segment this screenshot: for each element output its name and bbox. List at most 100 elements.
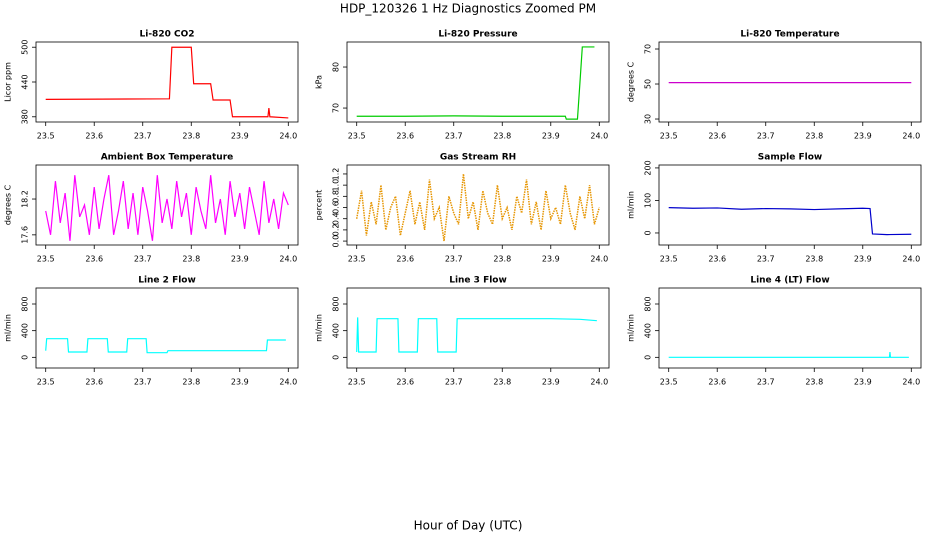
y-tick-label: 0.2 bbox=[332, 224, 341, 237]
x-tick-label: 23.8 bbox=[805, 378, 823, 387]
x-tick-label: 23.7 bbox=[445, 378, 463, 387]
x-tick-label: 24.0 bbox=[279, 255, 297, 264]
x-tick-label: 24.0 bbox=[902, 132, 920, 141]
y-tick-label: 400 bbox=[21, 323, 30, 338]
data-line bbox=[668, 351, 909, 358]
x-tick-label: 23.6 bbox=[708, 132, 726, 141]
x-tick-label: 23.8 bbox=[493, 378, 511, 387]
x-tick-label: 23.5 bbox=[348, 255, 366, 264]
y-axis-label: Licor ppm bbox=[4, 62, 13, 102]
data-line bbox=[356, 317, 597, 353]
data-line bbox=[356, 46, 595, 120]
y-tick-label: 800 bbox=[644, 296, 653, 311]
y-tick-label: 400 bbox=[644, 323, 653, 338]
x-tick-label: 23.6 bbox=[708, 255, 726, 264]
y-tick-label: 50 bbox=[644, 79, 653, 89]
x-tick-label: 23.8 bbox=[182, 132, 200, 141]
y-axis-label: ml/min bbox=[315, 314, 324, 342]
y-tick-label: 0.6 bbox=[332, 201, 341, 214]
y-axis-label: degrees C bbox=[627, 61, 636, 102]
panel-title: Line 3 Flow bbox=[449, 276, 507, 286]
y-tick-label: 0 bbox=[332, 355, 341, 360]
panel-title: Ambient Box Temperature bbox=[101, 153, 234, 163]
main-title: HDP_120326 1 Hz Diagnostics Zoomed PM bbox=[340, 2, 596, 16]
data-line bbox=[355, 173, 601, 242]
x-tick-label: 24.0 bbox=[590, 378, 608, 387]
x-tick-label: 23.5 bbox=[348, 378, 366, 387]
data-line bbox=[45, 46, 289, 119]
x-tick-label: 23.8 bbox=[805, 255, 823, 264]
x-tick-label: 23.9 bbox=[542, 132, 560, 141]
x-tick-label: 23.7 bbox=[445, 132, 463, 141]
x-tick-label: 23.8 bbox=[805, 132, 823, 141]
x-tick-label: 23.9 bbox=[854, 378, 872, 387]
plot-frame bbox=[35, 41, 299, 123]
y-tick-label: 1.0 bbox=[332, 179, 341, 192]
plot-frame bbox=[658, 287, 922, 369]
x-tick-label: 23.6 bbox=[85, 378, 103, 387]
y-tick-label: 80 bbox=[332, 62, 341, 72]
x-tick-label: 23.8 bbox=[493, 132, 511, 141]
y-tick-label: 0.4 bbox=[332, 212, 341, 225]
y-tick-label: 18.2 bbox=[21, 190, 30, 208]
y-tick-label: 800 bbox=[21, 296, 30, 311]
y-tick-label: 400 bbox=[332, 323, 341, 338]
y-axis-label: ml/min bbox=[627, 191, 636, 219]
y-tick-label: 1.2 bbox=[332, 168, 341, 181]
y-tick-label: 200 bbox=[644, 160, 653, 175]
x-tick-label: 23.9 bbox=[542, 255, 560, 264]
x-tick-label: 23.9 bbox=[854, 255, 872, 264]
x-tick-label: 23.8 bbox=[493, 255, 511, 264]
x-tick-label: 23.6 bbox=[396, 255, 414, 264]
x-tick-label: 24.0 bbox=[902, 378, 920, 387]
y-tick-label: 500 bbox=[21, 40, 30, 55]
y-axis-label: kPa bbox=[315, 75, 324, 89]
y-tick-label: 0.8 bbox=[332, 190, 341, 203]
y-tick-label: 0.0 bbox=[332, 235, 341, 248]
x-tick-label: 23.7 bbox=[134, 132, 152, 141]
data-line bbox=[668, 207, 912, 236]
y-tick-label: 100 bbox=[644, 193, 653, 208]
x-tick-label: 23.5 bbox=[660, 378, 678, 387]
panel-title: Li-820 CO2 bbox=[140, 30, 195, 40]
x-tick-label: 23.5 bbox=[348, 132, 366, 141]
plot-frame bbox=[658, 164, 922, 246]
x-tick-label: 23.6 bbox=[85, 132, 103, 141]
panel-title: Li-820 Temperature bbox=[740, 30, 839, 40]
data-line bbox=[45, 338, 286, 354]
x-tick-label: 24.0 bbox=[279, 132, 297, 141]
x-tick-label: 23.7 bbox=[134, 255, 152, 264]
y-tick-label: 70 bbox=[644, 44, 653, 54]
x-tick-label: 23.9 bbox=[231, 378, 249, 387]
plot-frame bbox=[346, 287, 610, 369]
x-tick-label: 23.5 bbox=[37, 255, 55, 264]
x-tick-label: 23.9 bbox=[854, 132, 872, 141]
x-tick-label: 23.7 bbox=[445, 255, 463, 264]
x-tick-label: 23.9 bbox=[542, 378, 560, 387]
y-tick-label: 380 bbox=[21, 109, 30, 124]
y-tick-label: 17.6 bbox=[21, 226, 30, 244]
x-tick-label: 24.0 bbox=[902, 255, 920, 264]
plot-frame bbox=[35, 287, 299, 369]
plot-frame bbox=[346, 164, 610, 246]
x-tick-label: 23.5 bbox=[660, 132, 678, 141]
y-axis-label: degrees C bbox=[4, 184, 13, 225]
x-tick-label: 23.8 bbox=[182, 378, 200, 387]
x-tick-label: 23.7 bbox=[757, 255, 775, 264]
y-axis-label: percent bbox=[315, 190, 324, 221]
panel-title: Gas Stream RH bbox=[440, 153, 516, 163]
y-tick-label: 30 bbox=[644, 114, 653, 124]
x-tick-label: 23.5 bbox=[37, 132, 55, 141]
data-line bbox=[45, 175, 289, 241]
plot-frame bbox=[346, 41, 610, 123]
panel-title: Sample Flow bbox=[758, 153, 822, 163]
x-tick-label: 24.0 bbox=[279, 378, 297, 387]
x-tick-label: 24.0 bbox=[590, 132, 608, 141]
panel-title: Line 4 (LT) Flow bbox=[750, 276, 829, 286]
plot-frame bbox=[35, 164, 299, 246]
x-tick-label: 23.9 bbox=[231, 255, 249, 264]
x-tick-label: 23.6 bbox=[396, 132, 414, 141]
y-axis-label: ml/min bbox=[627, 314, 636, 342]
